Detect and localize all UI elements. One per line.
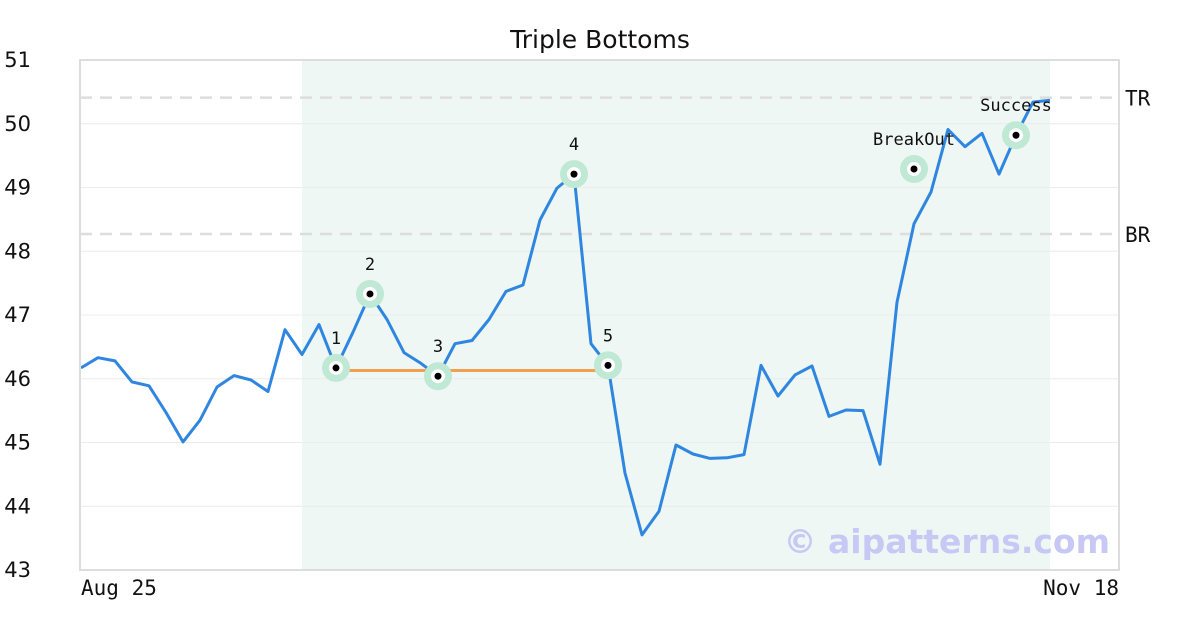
chart-title: Triple Bottoms [509,25,690,54]
y-tick-label: 44 [4,494,31,518]
point-label: 4 [569,135,579,155]
level-lines: TR BR [80,87,1151,247]
point-marker [604,361,612,369]
level-label: TR [1125,87,1151,111]
point-label: 5 [603,326,613,346]
y-tick-label: 47 [4,303,31,327]
point-label: 2 [365,255,375,275]
x-tick-label: Nov 18 [1043,576,1119,600]
plot-frame [79,59,1120,571]
point-marker [1012,131,1020,139]
level-label: BR [1125,223,1151,247]
point-marker [434,372,442,380]
y-tick-label: 43 [4,558,31,582]
x-tick-label: Aug 25 [81,576,157,600]
y-tick-label: 49 [4,176,31,200]
y-tick-label: 48 [4,239,31,263]
point-label: 3 [433,337,443,357]
y-tick-label: 50 [4,112,31,136]
point-marker [366,290,374,298]
point-marker [332,364,340,372]
y-tick-label: 51 [4,48,31,72]
point-label: 1 [331,329,341,349]
x-axis-ticks: Aug 25 Nov 18 [81,576,1119,600]
watermark: © aipatterns.com [784,522,1110,561]
point-marker [570,170,578,178]
point-label: BreakOut [873,130,955,150]
y-tick-label: 45 [4,431,31,455]
y-tick-label: 46 [4,367,31,391]
point-label: Success [980,96,1052,116]
pattern-points: 1 2 3 4 5 BreakOut Success [322,96,1052,391]
y-axis-ticks: 43 44 45 46 47 48 49 50 51 [4,48,31,582]
point-marker [910,165,918,173]
